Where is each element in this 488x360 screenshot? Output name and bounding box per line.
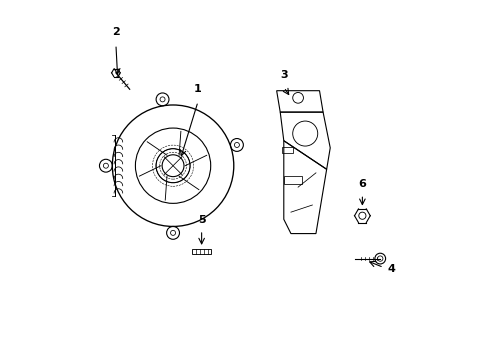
Bar bbox=[282, 147, 292, 153]
Bar bbox=[191, 249, 211, 254]
Bar bbox=[283, 176, 301, 184]
Text: 6: 6 bbox=[358, 179, 366, 189]
Text: 1: 1 bbox=[194, 84, 202, 94]
Text: 5: 5 bbox=[198, 215, 205, 225]
Text: 3: 3 bbox=[280, 70, 287, 80]
Text: 4: 4 bbox=[386, 264, 394, 274]
Text: 2: 2 bbox=[112, 27, 120, 37]
